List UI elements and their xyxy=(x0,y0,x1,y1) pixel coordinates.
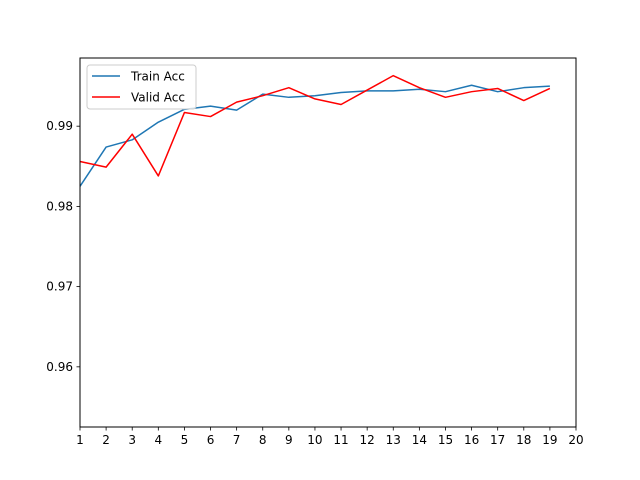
x-tick-label: 2 xyxy=(102,433,110,447)
series-line-train-acc xyxy=(79,84,550,187)
y-tick-label: 0.97 xyxy=(46,280,73,294)
x-tick-label: 10 xyxy=(307,433,322,447)
x-tick-label: 19 xyxy=(542,433,557,447)
x-tick-label: 18 xyxy=(516,433,531,447)
x-tick-label: 20 xyxy=(568,433,583,447)
y-tick-label: 0.99 xyxy=(46,119,73,133)
x-tick-label: 1 xyxy=(76,433,84,447)
x-tick-label: 4 xyxy=(154,433,162,447)
legend-label: Valid Acc xyxy=(131,91,185,105)
x-tick-label: 16 xyxy=(464,433,479,447)
x-tick-label: 5 xyxy=(181,433,189,447)
x-tick-label: 11 xyxy=(333,433,348,447)
x-tick-label: 13 xyxy=(386,433,401,447)
plot-frame xyxy=(79,57,577,428)
x-tick-label: 7 xyxy=(233,433,241,447)
x-tick-label: 3 xyxy=(128,433,136,447)
x-tick-label: 12 xyxy=(360,433,375,447)
x-tick-label: 15 xyxy=(438,433,453,447)
series-layer xyxy=(79,74,551,187)
y-tick-label: 0.98 xyxy=(46,199,73,213)
x-axis: 1 2 3 4 5 6 7 8 9 10 11 12 13 14 15 16 17 18 19 20 xyxy=(76,427,584,447)
x-tick-label: 14 xyxy=(412,433,427,447)
x-tick-label: 9 xyxy=(285,433,293,447)
legend-label: Train Acc xyxy=(130,70,185,84)
x-tick-label: 6 xyxy=(207,433,215,447)
series-line-valid-acc xyxy=(79,74,551,177)
y-tick-label: 0.96 xyxy=(46,360,73,374)
x-tick-label: 8 xyxy=(259,433,267,447)
legend: Train Acc Valid Acc xyxy=(86,64,197,110)
x-tick-label: 17 xyxy=(490,433,505,447)
y-axis: 0.96 0.97 0.98 0.99 xyxy=(46,119,80,374)
